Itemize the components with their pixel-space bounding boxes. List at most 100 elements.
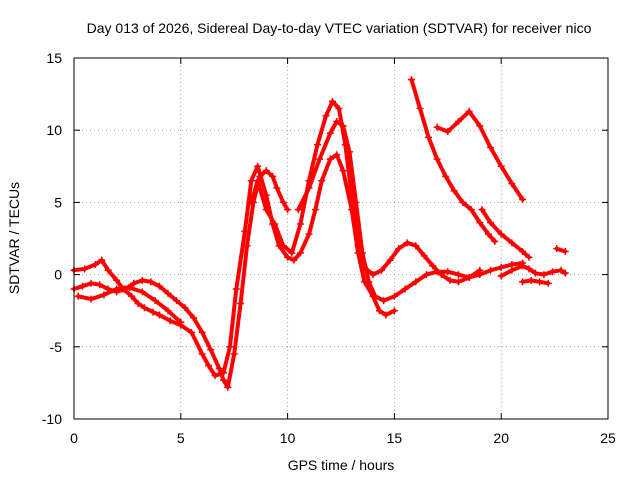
data-point — [333, 118, 341, 126]
data-point — [333, 151, 341, 159]
data-point — [442, 172, 450, 180]
data-point — [226, 343, 234, 351]
data-point — [382, 311, 390, 319]
data-point — [279, 198, 287, 206]
data-point — [126, 284, 134, 292]
data-point — [328, 97, 336, 105]
y-tick-label: -10 — [42, 411, 62, 427]
data-point — [294, 206, 302, 214]
data-point — [484, 230, 492, 238]
data-point — [284, 206, 292, 214]
data-point — [247, 177, 255, 185]
data-point — [444, 128, 452, 136]
x-tick-label: 0 — [70, 430, 78, 446]
x-axis-label: GPS time / hours — [288, 457, 395, 473]
data-point — [335, 105, 343, 113]
data-point — [305, 230, 313, 238]
data-point — [271, 220, 279, 228]
data-point — [352, 198, 360, 206]
data-point — [519, 196, 527, 204]
data-point — [548, 268, 556, 276]
data-point — [450, 187, 458, 195]
data-point — [256, 172, 264, 180]
data-point — [322, 112, 330, 120]
data-point — [420, 252, 428, 260]
data-point — [305, 184, 313, 192]
data-point — [519, 262, 527, 270]
data-point — [190, 314, 198, 322]
data-point — [138, 276, 146, 284]
data-point — [508, 239, 516, 247]
data-point — [386, 256, 394, 264]
data-point — [318, 177, 326, 185]
data-point — [487, 219, 495, 227]
data-point — [433, 155, 441, 163]
y-tick-label: -5 — [50, 339, 63, 355]
data-point — [339, 167, 347, 175]
data-point — [487, 266, 495, 274]
data-point — [371, 292, 379, 300]
data-point — [346, 148, 354, 156]
data-point — [134, 299, 142, 307]
data-point — [390, 307, 398, 315]
data-point — [87, 295, 95, 303]
data-point — [422, 271, 430, 279]
data-point — [425, 133, 433, 141]
data-layer — [70, 76, 569, 391]
data-point — [433, 123, 441, 131]
grid — [74, 58, 608, 419]
data-point — [465, 107, 473, 115]
data-point — [316, 155, 324, 163]
data-point — [128, 292, 136, 300]
data-point — [166, 317, 174, 325]
y-tick-label: 10 — [46, 122, 62, 138]
data-point — [113, 285, 121, 293]
data-point — [476, 219, 484, 227]
data-point — [508, 180, 516, 188]
plot-frame — [73, 57, 609, 420]
data-point — [433, 268, 441, 276]
data-point — [113, 276, 121, 284]
data-point — [269, 172, 277, 180]
data-point — [254, 162, 262, 170]
data-point — [369, 271, 377, 279]
data-point — [211, 372, 219, 380]
data-point — [91, 260, 99, 268]
data-point — [187, 328, 195, 336]
series-track-h — [480, 207, 531, 260]
data-point — [476, 122, 484, 130]
data-point — [87, 279, 95, 287]
axis-ticks: 0 5 10 15 20 25 -10 -5 0 5 10 15 — [42, 50, 616, 446]
data-point — [177, 318, 185, 326]
data-point — [288, 249, 296, 257]
data-point — [164, 289, 172, 297]
data-point — [155, 311, 163, 319]
data-point — [444, 268, 452, 276]
data-point — [237, 299, 245, 307]
data-point — [544, 279, 552, 287]
y-axis-label: SDTVAR / TECUs — [6, 182, 22, 294]
data-point — [205, 362, 213, 370]
data-point — [207, 346, 215, 354]
data-point — [540, 271, 548, 279]
data-point — [412, 242, 420, 250]
data-point — [98, 256, 106, 264]
data-point — [247, 198, 255, 206]
y-tick-label: 15 — [46, 50, 62, 66]
data-point — [401, 285, 409, 293]
data-point — [527, 276, 535, 284]
data-point — [497, 230, 505, 238]
series-track-f — [409, 77, 497, 244]
data-point — [390, 292, 398, 300]
data-point — [230, 350, 238, 358]
data-point — [497, 272, 505, 280]
data-point — [454, 278, 462, 286]
data-point — [198, 328, 206, 336]
data-point — [151, 297, 159, 305]
x-tick-label: 5 — [177, 430, 185, 446]
data-point — [459, 198, 467, 206]
data-point — [525, 253, 533, 261]
data-point — [561, 247, 569, 255]
data-point — [96, 281, 104, 289]
